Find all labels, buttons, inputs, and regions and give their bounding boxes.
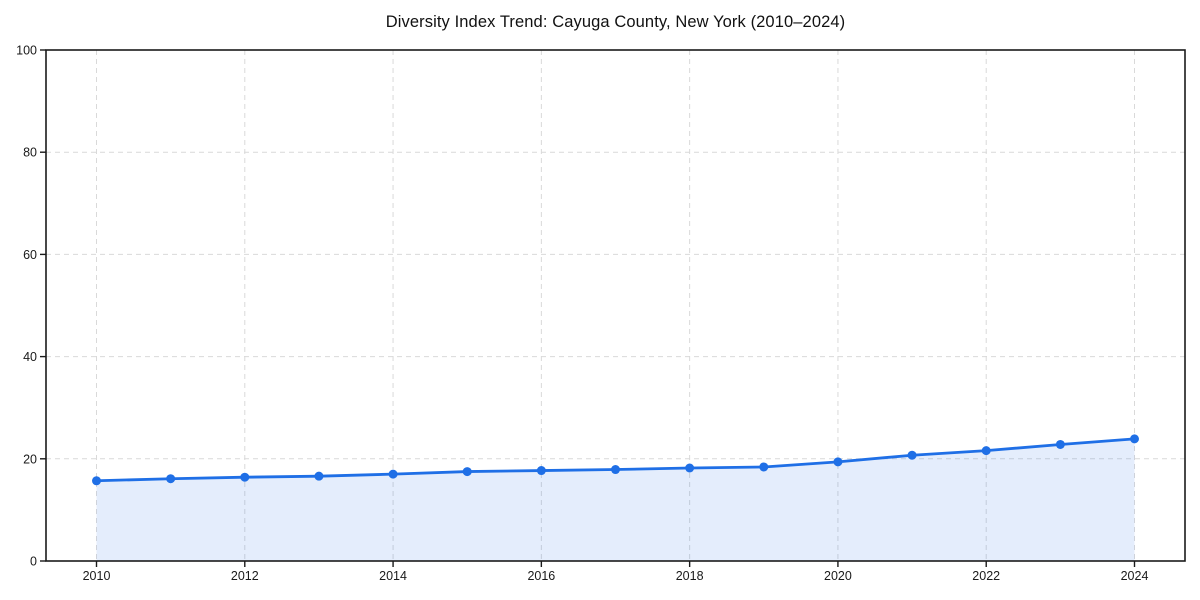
y-tick-label: 0 <box>30 555 37 569</box>
data-point-2024 <box>1130 434 1139 444</box>
data-point-2015 <box>462 467 472 477</box>
data-point-2018 <box>685 463 695 473</box>
data-point-2014 <box>388 469 398 479</box>
y-tick-label: 40 <box>23 350 37 364</box>
data-point-2021 <box>907 450 917 460</box>
data-point-2011 <box>166 474 176 484</box>
x-tick-label: 2010 <box>83 569 111 583</box>
y-tick-label: 20 <box>23 452 37 466</box>
chart-title: Diversity Index Trend: Cayuga County, Ne… <box>385 13 846 31</box>
x-tick-label: 2024 <box>1121 569 1149 583</box>
y-tick-label: 80 <box>23 146 37 160</box>
data-point-2010 <box>92 476 101 486</box>
data-point-2013 <box>314 471 324 481</box>
data-point-2023 <box>1055 439 1065 449</box>
x-tick-label: 2016 <box>527 569 555 583</box>
data-point-2016 <box>536 466 546 476</box>
data-point-2020 <box>833 457 843 467</box>
x-tick-label: 2018 <box>676 569 704 583</box>
data-point-2017 <box>611 465 620 475</box>
plot-border <box>45 49 1186 562</box>
y-tick-label: 60 <box>23 248 37 262</box>
y-tick-label: 100 <box>16 44 37 58</box>
x-tick-label: 2022 <box>972 569 1000 583</box>
area-fill <box>96 438 1135 561</box>
x-tick-label: 2020 <box>824 569 852 583</box>
x-tick-label: 2012 <box>231 569 259 583</box>
data-point-2022 <box>981 446 991 456</box>
data-point-2019 <box>759 462 769 472</box>
data-point-2012 <box>240 472 250 482</box>
x-tick-label: 2014 <box>379 569 407 583</box>
